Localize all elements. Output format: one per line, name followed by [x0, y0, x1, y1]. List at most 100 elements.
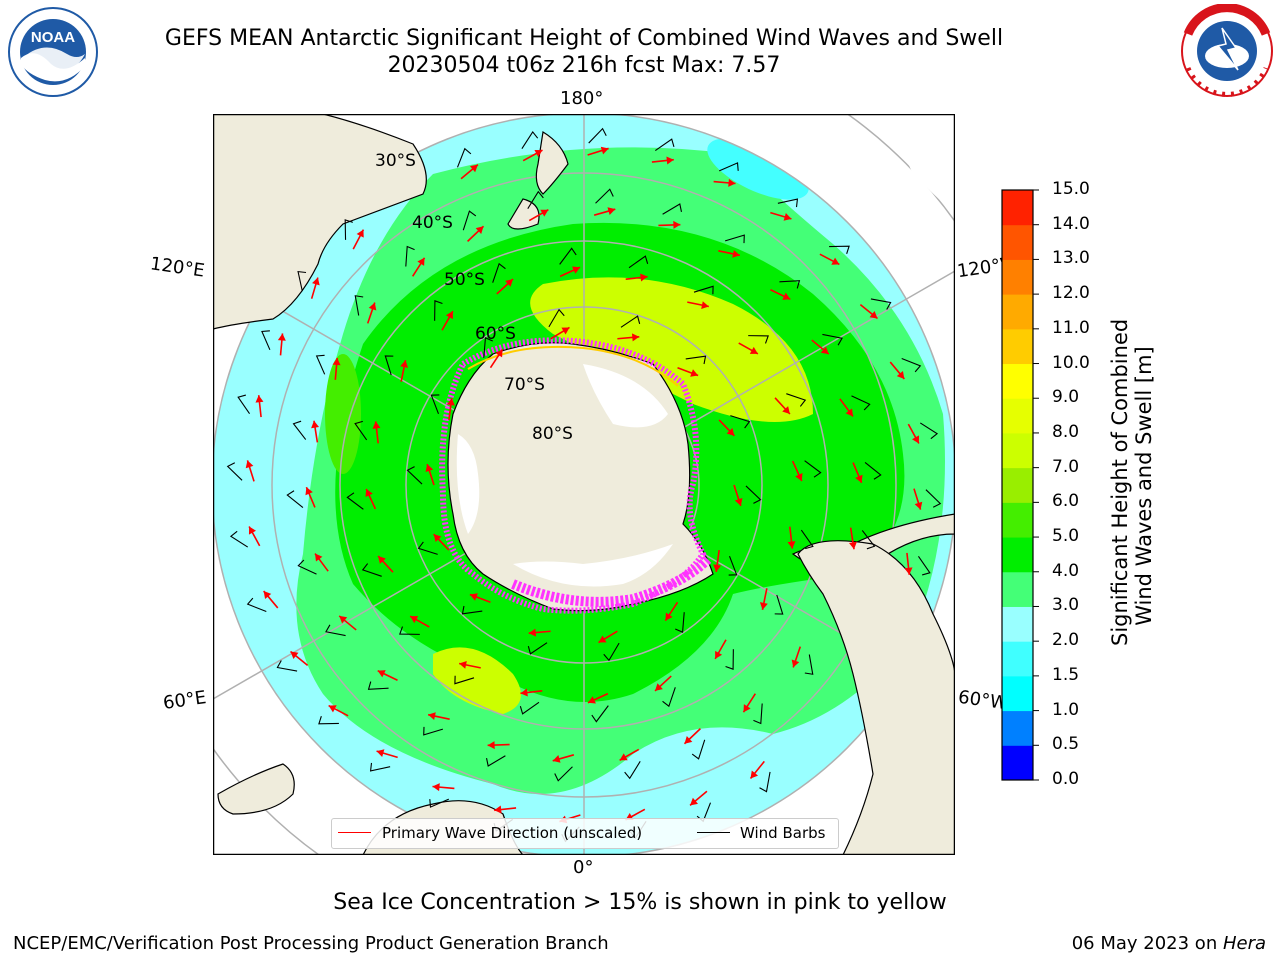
wave-arrow-head	[332, 357, 341, 366]
wave-arrow-head	[666, 156, 674, 165]
wind-barbs-swatch	[697, 832, 730, 833]
colorbar-tick-label: 12.0	[1052, 283, 1090, 304]
wave-arrow-head	[378, 556, 386, 564]
colorbar-segment	[1002, 606, 1033, 642]
sea-ice-note: Sea Ice Concentration > 15% is shown in …	[333, 890, 947, 915]
wave-arrow-head	[311, 420, 320, 429]
colorbar-segment	[1002, 432, 1033, 469]
wave-arrow-head	[904, 567, 913, 575]
wave-arrow-head	[690, 797, 698, 806]
wind-barb	[759, 771, 771, 793]
wind-barb	[718, 162, 739, 172]
wind-barb	[662, 203, 682, 215]
colorbar-segment	[1002, 224, 1033, 260]
wind-barb	[919, 422, 939, 440]
wave-arrow-head	[619, 753, 628, 761]
wave-arrow-head	[690, 369, 699, 377]
lon-label-120e: 120°E	[148, 253, 206, 282]
wind-barb	[492, 262, 506, 283]
colorbar-segment	[1002, 571, 1033, 607]
colorbar-tick-label: 10.0	[1052, 352, 1090, 373]
wave-arrow-head	[528, 628, 537, 637]
wave-field-7m-b	[433, 647, 521, 714]
wind-barb	[725, 649, 734, 670]
noaa-logo-text: NOAA	[31, 29, 75, 46]
credit-host: Hera	[1222, 933, 1266, 954]
wave-arrow-head	[912, 435, 920, 444]
wave-arrow-head	[732, 249, 740, 258]
wave-arrow-head	[701, 301, 709, 310]
colorbar-segment	[1002, 745, 1033, 781]
wave-arrow-head	[640, 273, 648, 282]
wave-arrow-head	[377, 670, 386, 678]
wave-direction-legend: Primary Wave Direction (unscaled)	[382, 824, 643, 842]
wave-arrow-head	[782, 406, 790, 414]
wind-barb	[774, 594, 784, 615]
wave-arrow-head	[782, 292, 791, 300]
wave-arrow-head	[750, 770, 759, 779]
wave-arrow-head	[248, 526, 256, 535]
wave-arrow-head	[459, 660, 467, 669]
colorbar-title: Significant Height of Combined Wind Wave…	[1108, 319, 1156, 646]
wind-barb	[620, 315, 641, 328]
wave-arrow-head	[255, 395, 264, 403]
colorbar-tick-label: 5.0	[1052, 526, 1080, 547]
chart-subtitle: 20230504 t06z 216h fcst Max: 7.57	[387, 53, 781, 78]
wind-barb	[315, 354, 326, 375]
wave-arrow-head	[245, 460, 254, 469]
wave-arrow-head	[795, 473, 803, 482]
wave-arrow-head	[561, 327, 570, 335]
wave-arrow-head	[749, 346, 758, 354]
colorbar-segment	[1002, 641, 1033, 677]
wave-arrow-head	[587, 696, 596, 704]
wave-arrow-head	[726, 427, 735, 436]
wave-arrow-head	[263, 591, 272, 599]
wave-arrow-head	[339, 615, 348, 624]
wind-barb	[675, 612, 685, 633]
lat-label-60s: 60°S	[475, 324, 516, 344]
wind-barb	[527, 190, 544, 209]
wave-direction-swatch	[338, 832, 371, 833]
wind-barb	[588, 127, 607, 144]
wind-barb	[406, 466, 423, 485]
wind-barb	[559, 247, 577, 265]
new-zealand-south	[507, 198, 540, 230]
wind-barb	[318, 716, 339, 725]
wave-arrow-head	[417, 257, 425, 266]
wind-barb	[527, 642, 548, 655]
wave-arrow-head	[487, 741, 495, 750]
wind-barb	[693, 285, 714, 295]
wind-barb	[864, 462, 882, 480]
colorbar-segment	[1002, 502, 1033, 538]
wind-barb	[548, 308, 565, 328]
wind-barb	[779, 280, 801, 289]
wave-arrow-head	[540, 209, 549, 217]
wave-arrow-head	[368, 302, 377, 311]
colorbar-segment	[1002, 467, 1033, 503]
wave-arrow-head	[315, 553, 323, 562]
wind-barb	[786, 393, 807, 407]
colorbar-segment	[1002, 675, 1033, 712]
wind-barb	[730, 415, 751, 429]
lat-label-80s: 80°S	[532, 424, 573, 444]
wave-arrow-head	[896, 371, 905, 379]
wind-barb	[229, 530, 249, 548]
wave-arrow-head	[312, 277, 320, 286]
wave-arrow-head	[684, 736, 693, 744]
wave-arrow-head	[470, 164, 478, 173]
wind-barb	[728, 555, 738, 576]
colorbar-segment	[1002, 294, 1033, 330]
wind-barb	[595, 188, 614, 204]
colorbar-tick-label: 0.5	[1052, 734, 1080, 755]
wind-barb	[925, 489, 942, 508]
wave-arrow-head	[376, 749, 385, 757]
wind-barb	[384, 355, 394, 376]
wave-arrow-head	[365, 488, 373, 497]
colorbar-title-line2: Wind Waves and Swell [m]	[1132, 346, 1156, 626]
wave-arrow-head	[914, 501, 923, 510]
wind-barb	[748, 335, 769, 344]
wave-arrow-head	[831, 257, 840, 265]
wave-arrow-head	[469, 593, 478, 601]
colorbar-tick-label: 6.0	[1052, 491, 1080, 512]
colorbar-tick-label: 1.0	[1052, 699, 1080, 720]
